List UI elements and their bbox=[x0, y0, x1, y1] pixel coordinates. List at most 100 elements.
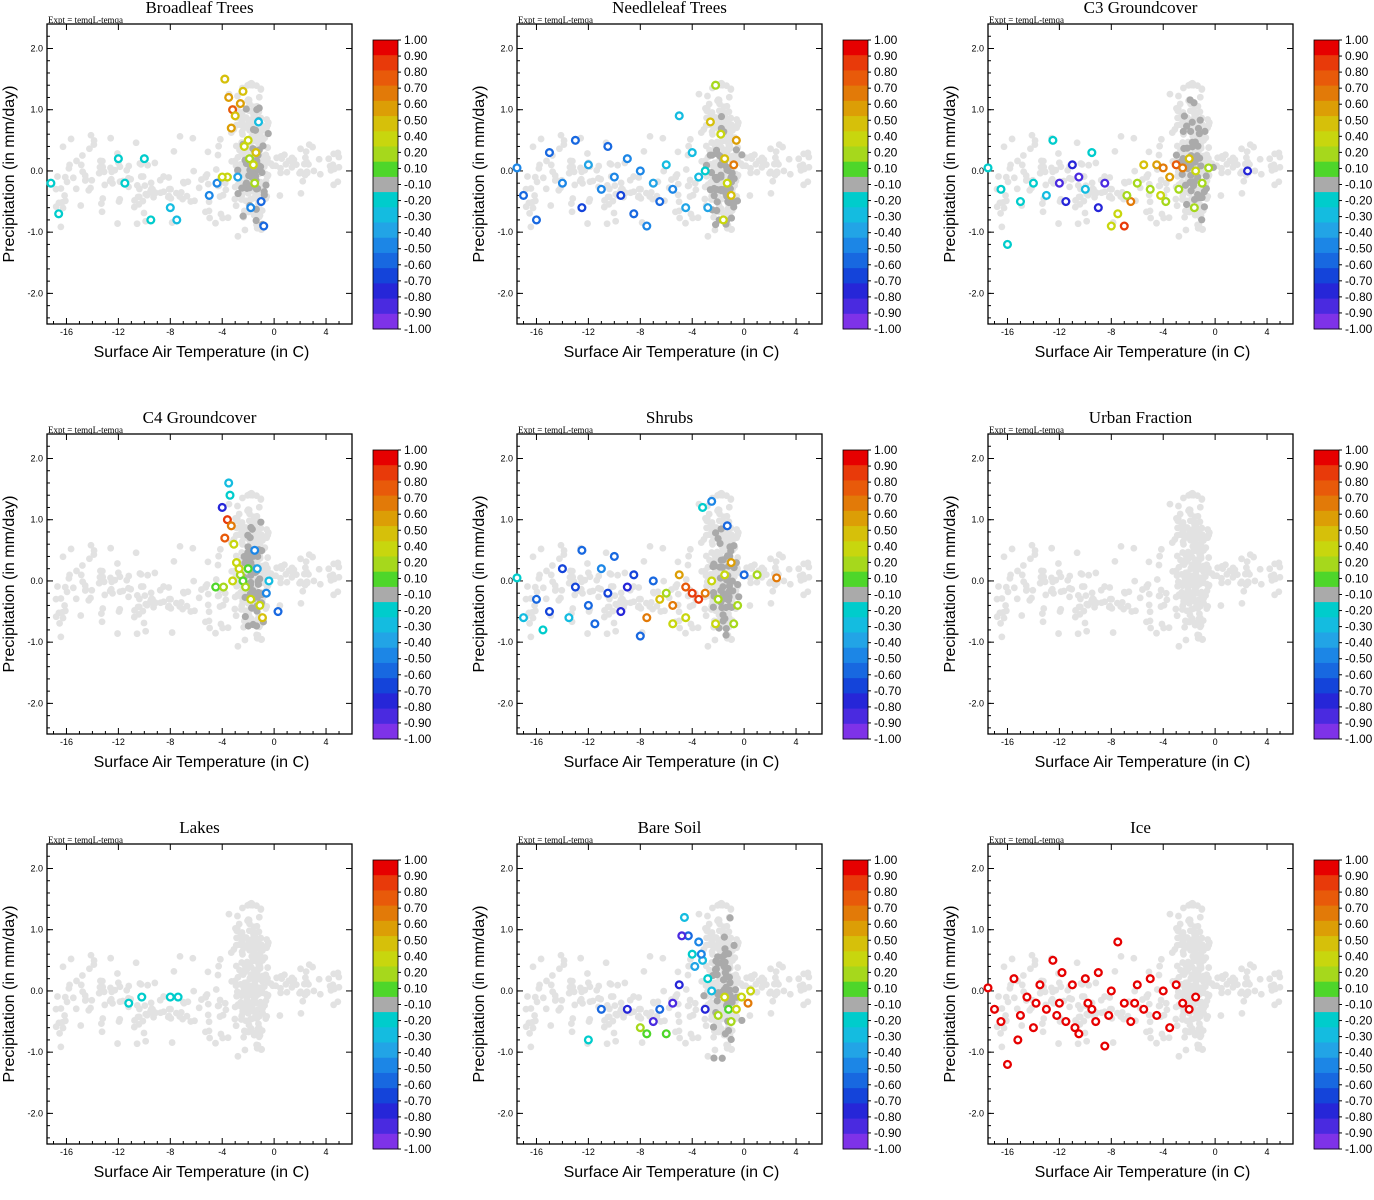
background-point bbox=[54, 583, 61, 590]
background-point bbox=[692, 1006, 700, 1014]
x-tick-label: -8 bbox=[166, 327, 174, 337]
y-tick-label: 2.0 bbox=[500, 43, 513, 53]
colorbar-swatch bbox=[1314, 313, 1339, 330]
colorbar-swatch bbox=[1314, 268, 1339, 284]
background-point bbox=[165, 185, 173, 193]
background-point bbox=[107, 134, 115, 142]
data-point bbox=[212, 178, 222, 188]
background-point bbox=[278, 155, 286, 162]
background-point bbox=[626, 996, 634, 1004]
colorbar-label: -0.90 bbox=[1345, 716, 1373, 730]
background-point bbox=[231, 593, 239, 601]
background-point bbox=[1271, 591, 1279, 599]
colorbar-swatch bbox=[1314, 70, 1339, 87]
data-point bbox=[731, 135, 741, 145]
background-point bbox=[241, 636, 249, 644]
background-point bbox=[59, 204, 67, 212]
background-point bbox=[184, 178, 192, 186]
colorbar-label: 0.40 bbox=[874, 129, 898, 143]
colorbar-label: -0.80 bbox=[404, 1110, 432, 1124]
colorbar-label: 0.60 bbox=[404, 507, 428, 521]
background-point bbox=[1145, 148, 1153, 156]
background-point bbox=[703, 524, 710, 532]
background-point bbox=[715, 141, 723, 149]
background-point bbox=[187, 198, 195, 205]
background-point bbox=[87, 541, 95, 549]
background-point bbox=[250, 949, 258, 957]
x-tick-label: -8 bbox=[1107, 327, 1115, 337]
background-point bbox=[1256, 565, 1264, 573]
background-point bbox=[695, 90, 703, 98]
background-point bbox=[682, 219, 689, 227]
background-point bbox=[310, 987, 318, 995]
x-tick-label: -8 bbox=[636, 1147, 644, 1157]
data-point bbox=[570, 135, 580, 145]
y-tick-label: -2.0 bbox=[497, 1108, 513, 1118]
data-point bbox=[218, 582, 229, 592]
colorbar-label: -0.20 bbox=[404, 604, 432, 618]
colorbar-label: -0.80 bbox=[874, 700, 902, 714]
background-point bbox=[675, 608, 683, 616]
colorbar-label: -0.90 bbox=[404, 306, 432, 320]
background-point bbox=[1185, 506, 1193, 514]
background-point bbox=[1057, 605, 1065, 613]
background-point bbox=[57, 1043, 65, 1051]
background-point bbox=[767, 189, 775, 197]
background-point bbox=[301, 154, 309, 162]
colorbar-swatch bbox=[373, 723, 398, 740]
background-point bbox=[1038, 610, 1046, 618]
background-point bbox=[584, 569, 592, 577]
neutral-point bbox=[248, 525, 256, 533]
data-point bbox=[243, 135, 253, 145]
background-point bbox=[524, 173, 531, 180]
background-point bbox=[205, 207, 213, 215]
background-point bbox=[98, 618, 106, 626]
colorbar-label: -0.10 bbox=[1345, 178, 1373, 192]
background-point bbox=[612, 627, 620, 635]
background-point bbox=[1073, 139, 1081, 147]
x-tick-label: 0 bbox=[272, 737, 277, 747]
data-point bbox=[250, 178, 260, 188]
background-point bbox=[1199, 531, 1206, 539]
data-point bbox=[642, 221, 652, 231]
background-point bbox=[242, 1017, 250, 1025]
background-point bbox=[212, 166, 220, 173]
colorbar-label: 0.40 bbox=[874, 539, 898, 553]
data-point bbox=[1174, 184, 1184, 194]
background-point bbox=[257, 86, 265, 93]
background-point bbox=[795, 155, 803, 163]
background-point bbox=[1218, 169, 1226, 177]
background-point bbox=[529, 553, 537, 561]
background-point bbox=[568, 1028, 576, 1036]
background-point bbox=[1162, 179, 1170, 187]
background-point bbox=[566, 567, 574, 575]
background-point bbox=[686, 545, 694, 553]
colorbar-swatch bbox=[843, 207, 868, 224]
background-point bbox=[59, 143, 67, 151]
colorbar-label: -0.40 bbox=[1345, 226, 1373, 240]
background-point bbox=[746, 1012, 754, 1019]
background-point bbox=[780, 987, 788, 995]
data-point bbox=[234, 564, 244, 574]
background-point bbox=[85, 596, 93, 604]
y-tick-label: 0.0 bbox=[30, 166, 43, 176]
colorbar-swatch bbox=[373, 222, 398, 239]
background-point bbox=[1106, 174, 1114, 181]
panel-title: Shrubs bbox=[646, 408, 693, 427]
colorbar-swatch bbox=[843, 480, 868, 497]
data-point bbox=[694, 594, 704, 604]
background-point bbox=[1238, 599, 1246, 607]
colorbar-swatch bbox=[373, 161, 398, 178]
background-point bbox=[1111, 557, 1119, 565]
colorbar-label: -1.00 bbox=[1345, 732, 1373, 746]
data-point bbox=[1158, 163, 1168, 173]
background-point bbox=[707, 998, 715, 1006]
background-point bbox=[1198, 86, 1206, 93]
background-point bbox=[77, 981, 85, 989]
background-point bbox=[61, 1017, 69, 1025]
colorbar-swatch bbox=[843, 465, 868, 481]
background-point bbox=[685, 182, 693, 190]
x-tick-label: -4 bbox=[1159, 327, 1167, 337]
background-point bbox=[659, 134, 667, 142]
data-point bbox=[1189, 203, 1199, 213]
